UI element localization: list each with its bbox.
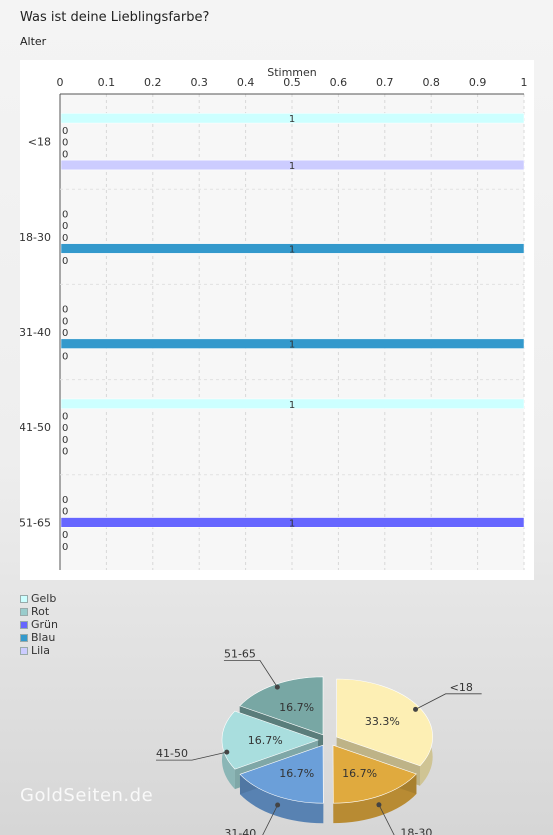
- bar: [60, 243, 525, 254]
- bar-value-label: 0: [62, 305, 68, 316]
- bar-chart-panel: 0 0.1 0.2 0.3 0.4 0.5 0.6 0.7 0.8 0.9 1 Stimmen <18 1…: [20, 60, 534, 580]
- x-tick-label: 0.2: [144, 76, 162, 89]
- legend-label: Gelb: [31, 592, 57, 605]
- legend-swatch: [20, 633, 28, 642]
- bar-value-label: 1: [289, 245, 295, 256]
- bar-value-label: 0: [62, 209, 68, 220]
- pie-leader-line: [378, 804, 395, 835]
- bar-value-label: 0: [62, 447, 68, 458]
- pie-leader-arrow: [274, 684, 280, 690]
- pie-leader-arrow: [224, 749, 230, 755]
- bar-value-label: 1: [289, 400, 295, 411]
- x-tick-label: 0.8: [422, 76, 440, 89]
- pie-slice: [332, 744, 417, 804]
- bar-value-label: 0: [62, 126, 68, 137]
- bar-value-label: 0: [62, 149, 68, 160]
- legend-swatch: [20, 620, 28, 629]
- pie-slice: [239, 676, 324, 736]
- legend-label: Blau: [31, 631, 56, 644]
- pie-leader-arrow: [275, 802, 281, 808]
- bar-value-label: 1: [289, 161, 295, 172]
- legend-item-lila: Lila: [20, 644, 58, 657]
- pie-value-label: 16.7%: [248, 734, 283, 747]
- bar-value-label: 1: [289, 340, 295, 351]
- bar: [60, 113, 525, 124]
- bar-value-label: 0: [62, 542, 68, 553]
- bar-value-label: 0: [62, 435, 68, 446]
- category-label: 41-50: [20, 421, 51, 434]
- bar-value-label: 1: [289, 114, 295, 125]
- pie-value-label: 33.3%: [365, 715, 400, 728]
- bar: [60, 398, 525, 409]
- category-label: 51-65: [20, 516, 51, 529]
- pie-leader-arrow: [413, 706, 419, 712]
- legend-swatch: [20, 646, 28, 655]
- legend-label: Grün: [31, 618, 58, 631]
- legend-item-rot: Rot: [20, 605, 58, 618]
- bar-value-label: 0: [62, 495, 68, 506]
- bar-value-label: 1: [289, 518, 295, 529]
- pie-leader-line: [262, 804, 278, 835]
- x-tick-label: 0.9: [469, 76, 487, 89]
- legend: Gelb Rot Grün Blau Lila: [20, 592, 58, 657]
- pie-slice: [239, 744, 324, 804]
- x-tick-label: 0.5: [283, 76, 301, 89]
- x-tick-label: 0.4: [237, 76, 255, 89]
- legend-item-gruen: Grün: [20, 618, 58, 631]
- bar-value-label: 0: [62, 507, 68, 518]
- legend-swatch: [20, 607, 28, 616]
- chart-subtitle: Alter: [20, 35, 47, 48]
- x-tick-label: 0.3: [190, 76, 208, 89]
- bar-value-label: 0: [62, 138, 68, 149]
- bar-value-label: 0: [62, 328, 68, 339]
- bar-value-label: 0: [62, 221, 68, 232]
- bar-value-label: 0: [62, 412, 68, 423]
- pie-value-label: 16.7%: [279, 767, 314, 780]
- pie-leader-line: [223, 659, 278, 688]
- legend-label: Rot: [31, 605, 50, 618]
- pie-category-label: 51-65: [224, 647, 256, 660]
- pie-leader-line: [415, 693, 482, 710]
- x-tick-label: 1: [521, 76, 528, 89]
- bar-value-label: 0: [62, 316, 68, 327]
- pie-slice: [221, 710, 319, 770]
- pie-category-label: <18: [450, 681, 473, 694]
- bar-chart: 0 0.1 0.2 0.3 0.4 0.5 0.6 0.7 0.8 0.9 1 Stimmen <18 1…: [20, 66, 528, 570]
- bar-value-label: 0: [62, 530, 68, 541]
- pie-slice-side: [333, 773, 417, 824]
- pie-slice-side: [239, 774, 324, 824]
- bar: [60, 338, 525, 349]
- pie-slice: [336, 678, 433, 767]
- legend-item-blau: Blau: [20, 631, 58, 644]
- pie-leader-arrow: [376, 802, 382, 808]
- pie-leader-line: [156, 751, 227, 761]
- pie-category-label: 18-30: [400, 827, 432, 835]
- category-label: 31-40: [20, 326, 51, 339]
- legend-swatch: [20, 594, 28, 603]
- bar: [60, 159, 525, 171]
- chart-title: Was ist deine Lieblingsfarbe?: [20, 10, 210, 25]
- bar: [60, 517, 525, 528]
- bar-value-label: 0: [62, 256, 68, 267]
- pie-category-label: 41-50: [156, 747, 188, 760]
- bar-value-label: 0: [62, 423, 68, 434]
- x-tick-label: 0: [57, 76, 64, 89]
- x-tick-label: 0.7: [376, 76, 394, 89]
- watermark-logo: GoldSeiten.de: [20, 785, 154, 806]
- x-tick-label: 0.6: [330, 76, 348, 89]
- bar-value-label: 0: [62, 233, 68, 244]
- legend-item-gelb: Gelb: [20, 592, 58, 605]
- legend-label: Lila: [31, 644, 50, 657]
- category-label: 18-30: [20, 231, 51, 244]
- x-axis-title: Stimmen: [267, 66, 317, 79]
- pie-category-label: 31-40: [224, 827, 256, 835]
- pie-value-label: 16.7%: [342, 767, 377, 780]
- pie-value-label: 16.7%: [279, 701, 314, 714]
- bar-value-label: 0: [62, 351, 68, 362]
- category-label: <18: [28, 136, 51, 149]
- x-tick-label: 0.1: [98, 76, 116, 89]
